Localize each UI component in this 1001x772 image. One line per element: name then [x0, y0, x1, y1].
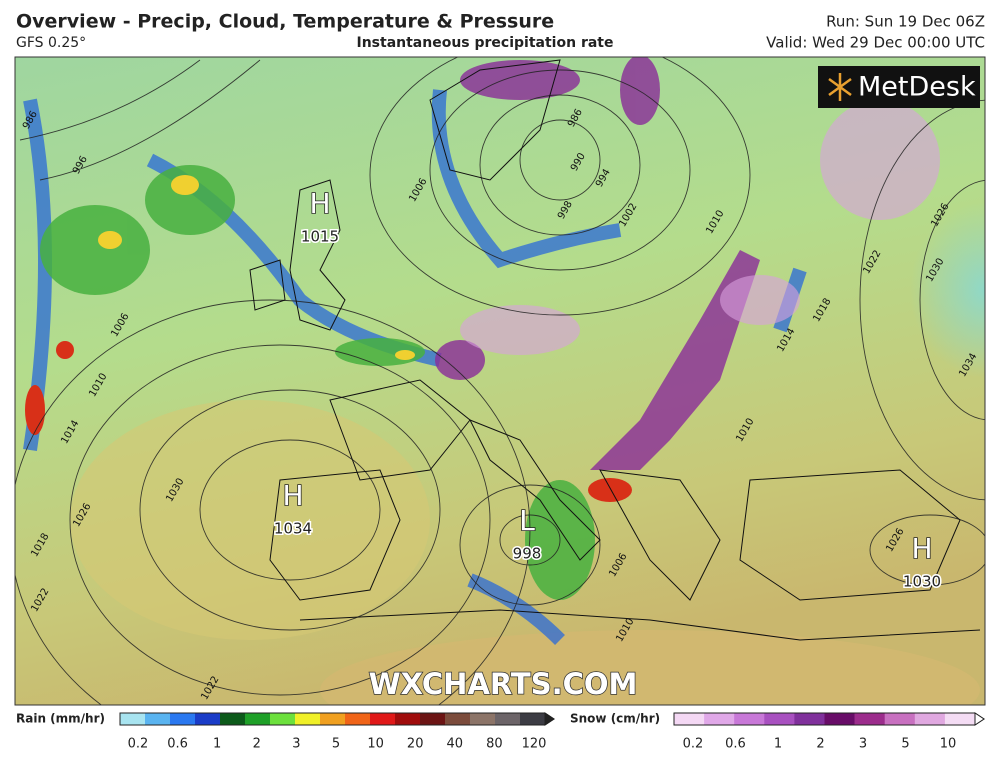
snow-tick-label: 2 — [816, 737, 824, 752]
rain-tick-label: 120 — [522, 737, 547, 752]
pressure-value: 1034 — [274, 520, 312, 538]
rain-swatch — [320, 713, 346, 725]
snow-tick-label: 0.6 — [725, 737, 746, 752]
snow-swatch — [674, 713, 705, 725]
rain-bar-tip — [544, 712, 555, 726]
pressure-value: 998 — [513, 545, 542, 563]
rain-swatch — [420, 713, 446, 725]
snow-swatch — [764, 713, 795, 725]
logo: MetDesk — [818, 66, 980, 108]
snow-swatch — [704, 713, 735, 725]
rain-tick-label: 0.2 — [128, 737, 149, 752]
map-border — [14, 56, 986, 706]
rain-tick-label: 0.6 — [167, 737, 188, 752]
rain-swatch — [120, 713, 146, 725]
snow-swatch — [824, 713, 855, 725]
rain-tick-label: 2 — [253, 737, 261, 752]
snow-tick-label: 3 — [859, 737, 867, 752]
legend: Rain (mm/hr) Snow (cm/hr) 0.2 0.6 1 2 3 5 10 20… — [16, 712, 985, 752]
rain-swatch — [470, 713, 496, 725]
rain-tick-label: 40 — [447, 737, 464, 752]
pressure-value: 1030 — [903, 573, 941, 591]
snow-swatch — [734, 713, 765, 725]
pressure-value: 1015 — [301, 228, 339, 246]
rain-swatch — [445, 713, 471, 725]
title: Overview - Precip, Cloud, Temperature & … — [16, 11, 554, 33]
model: GFS 0.25° — [16, 35, 86, 51]
snow-tick-label: 5 — [901, 737, 909, 752]
rain-swatch — [170, 713, 196, 725]
snow-swatch — [884, 713, 916, 725]
snow-swatch — [854, 713, 885, 725]
snow-swatch — [944, 713, 976, 725]
rain-swatch — [495, 713, 521, 725]
rain-legend-label: Rain (mm/hr) — [16, 712, 105, 726]
rain-tick-label: 80 — [486, 737, 503, 752]
rain-tick-label: 20 — [407, 737, 424, 752]
rain-swatch — [270, 713, 296, 725]
rain-swatch — [520, 713, 546, 725]
snow-tick-label: 1 — [774, 737, 782, 752]
rain-tick-label: 10 — [367, 737, 384, 752]
rain-swatch — [195, 713, 221, 725]
rain-swatch — [245, 713, 271, 725]
snow-swatch — [914, 713, 946, 725]
pressure-symbol: H — [282, 479, 303, 512]
rain-tick-label: 3 — [292, 737, 300, 752]
rain-swatch — [145, 713, 171, 725]
snow-tick-label: 10 — [940, 737, 957, 752]
watermark: WXCHARTS.COM — [369, 667, 638, 701]
map — [15, 57, 985, 705]
rain-tick-label: 1 — [213, 737, 221, 752]
valid: Valid: Wed 29 Dec 00:00 UTC — [766, 34, 985, 52]
run: Run: Sun 19 Dec 06Z — [826, 13, 985, 31]
rain-swatch — [295, 713, 321, 725]
snow-bar-tip — [974, 712, 985, 726]
pressure-symbol: L — [519, 504, 535, 537]
rain-swatch — [395, 713, 421, 725]
snow-legend-label: Snow (cm/hr) — [570, 712, 660, 726]
pressure-symbol: H — [911, 532, 932, 565]
logo-text: MetDesk — [858, 72, 976, 103]
rain-swatch — [220, 713, 246, 725]
pressure-symbol: H — [309, 187, 330, 220]
rain-swatch — [370, 713, 396, 725]
rain-tick-label: 5 — [332, 737, 340, 752]
snow-swatch — [794, 713, 825, 725]
rain-swatch — [345, 713, 371, 725]
subtitle: Instantaneous precipitation rate — [357, 35, 614, 51]
snow-tick-label: 0.2 — [683, 737, 704, 752]
